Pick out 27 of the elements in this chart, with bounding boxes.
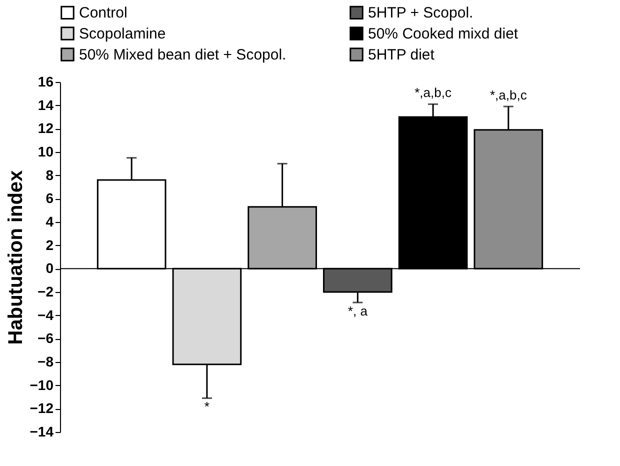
legend-label: 5HTP + Scopol. bbox=[368, 4, 474, 22]
y-tick-label: 2 bbox=[46, 236, 54, 253]
annotation: *, a bbox=[348, 304, 368, 318]
legend-label: 50% Mixed bean diet + Scopol. bbox=[79, 46, 286, 64]
y-tick-label: −8 bbox=[38, 354, 54, 370]
y-tick-label: 0 bbox=[46, 260, 54, 276]
y-tick-label: 4 bbox=[46, 214, 54, 230]
legend-label: 5HTP diet bbox=[368, 46, 436, 64]
legend-label: Control bbox=[79, 4, 128, 22]
y-tick-label: 8 bbox=[46, 166, 54, 183]
annotation: *,a,b,c bbox=[414, 85, 452, 100]
y-tick-label: 10 bbox=[38, 144, 54, 160]
y-tick-label: −2 bbox=[38, 284, 54, 300]
y-axis-title: Habutuation index bbox=[4, 170, 27, 345]
legend-label: 50% Cooked mixd diet bbox=[368, 26, 519, 42]
y-tick-label: 12 bbox=[38, 120, 54, 136]
legend-label: Scopolamine bbox=[79, 26, 166, 42]
y-tick-label: −10 bbox=[30, 376, 54, 393]
y-tick-label: 16 bbox=[38, 74, 54, 90]
annotation: *,a,b,c bbox=[490, 88, 528, 102]
y-tick-label: −4 bbox=[38, 306, 54, 323]
y-tick-label: −6 bbox=[38, 330, 54, 346]
y-tick-label: −12 bbox=[30, 400, 54, 416]
y-tick-label: 14 bbox=[38, 96, 54, 113]
y-tick-label: −14 bbox=[30, 424, 54, 440]
annotation: * bbox=[204, 399, 210, 414]
y-tick-label: 6 bbox=[46, 190, 54, 206]
